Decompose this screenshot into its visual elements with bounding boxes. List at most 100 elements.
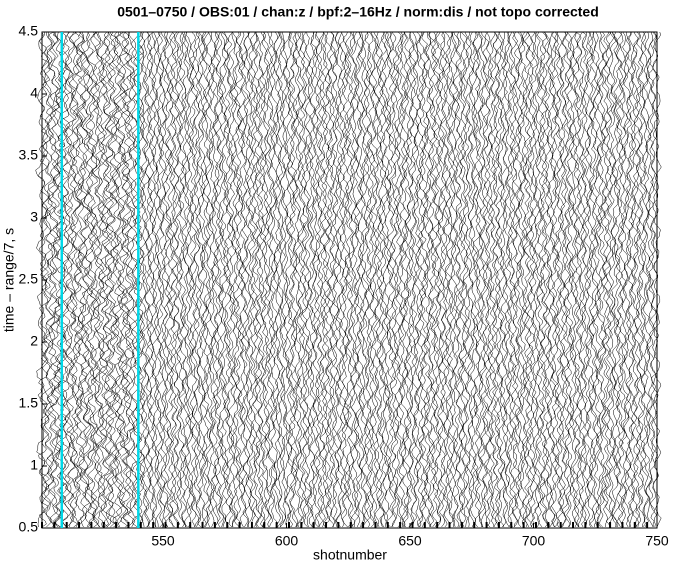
- trace: [462, 31, 472, 528]
- trace: [633, 31, 642, 528]
- x-tick-label: 750: [645, 533, 669, 549]
- trace: [158, 31, 168, 528]
- trace: [109, 31, 123, 528]
- trace: [440, 31, 449, 528]
- trace: [521, 31, 531, 528]
- trace: [138, 31, 148, 528]
- trace: [437, 31, 447, 528]
- trace: [126, 31, 141, 528]
- trace: [284, 31, 294, 528]
- trace: [282, 31, 291, 528]
- trace: [363, 31, 373, 528]
- trace: [267, 31, 277, 528]
- trace: [526, 31, 536, 528]
- trace: [296, 32, 306, 528]
- trace: [47, 31, 61, 528]
- x-axis-label: shotnumber: [313, 547, 387, 563]
- trace: [444, 31, 455, 528]
- trace: [257, 31, 267, 528]
- trace: [112, 31, 126, 528]
- x-tick-label: 650: [398, 533, 422, 549]
- trace: [643, 31, 652, 528]
- y-tick-label: 2: [30, 333, 38, 349]
- trace: [370, 31, 381, 528]
- trace: [351, 31, 360, 527]
- trace: [242, 31, 252, 528]
- trace: [573, 31, 583, 528]
- trace: [415, 31, 425, 528]
- trace: [494, 31, 503, 528]
- trace: [469, 31, 479, 528]
- trace: [504, 31, 514, 528]
- trace: [583, 31, 593, 528]
- trace: [403, 31, 413, 528]
- trace: [625, 31, 635, 528]
- trace: [232, 31, 242, 528]
- trace: [400, 31, 410, 528]
- trace: [77, 31, 91, 528]
- trace: [222, 31, 232, 528]
- trace: [230, 31, 239, 527]
- traces: [35, 31, 662, 528]
- y-tick-label: 2.5: [19, 271, 39, 287]
- y-tick-label: 4: [30, 85, 38, 101]
- trace: [270, 31, 279, 528]
- trace: [578, 32, 588, 528]
- trace: [215, 31, 224, 528]
- trace: [289, 31, 299, 528]
- trace: [489, 31, 499, 528]
- trace: [613, 31, 622, 528]
- trace: [536, 31, 546, 528]
- trace: [561, 32, 571, 528]
- trace: [605, 31, 615, 528]
- trace: [459, 31, 469, 528]
- trace: [568, 31, 578, 528]
- trace: [601, 31, 610, 528]
- x-tick-label: 600: [275, 533, 299, 549]
- trace: [368, 31, 377, 528]
- trace: [381, 31, 390, 528]
- trace: [598, 31, 607, 528]
- x-tick-label: 700: [522, 533, 546, 549]
- trace: [630, 31, 640, 528]
- trace: [435, 31, 445, 528]
- trace: [202, 31, 212, 528]
- trace: [151, 31, 160, 528]
- trace: [272, 31, 281, 528]
- trace: [628, 31, 637, 528]
- trace: [195, 31, 205, 528]
- trace: [99, 31, 114, 528]
- trace: [464, 31, 474, 528]
- trace: [479, 31, 489, 528]
- trace: [225, 31, 235, 528]
- trace: [393, 31, 402, 528]
- trace: [114, 31, 128, 528]
- trace: [264, 31, 274, 528]
- trace: [442, 31, 452, 528]
- trace: [301, 31, 311, 528]
- trace: [274, 31, 283, 528]
- trace: [576, 31, 585, 528]
- trace: [452, 31, 462, 528]
- trace: [346, 31, 356, 528]
- trace: [383, 31, 392, 528]
- trace: [410, 31, 420, 528]
- trace: [492, 31, 501, 528]
- trace: [148, 31, 158, 528]
- trace: [254, 31, 264, 528]
- y-axis-label: time – range/7, s: [1, 228, 17, 332]
- trace: [620, 31, 630, 528]
- trace: [497, 31, 506, 528]
- trace: [250, 31, 259, 528]
- trace: [650, 31, 659, 528]
- trace: [353, 31, 363, 528]
- trace: [247, 31, 257, 528]
- trace: [207, 31, 217, 528]
- trace: [408, 31, 417, 528]
- trace: [358, 31, 368, 528]
- trace: [180, 31, 190, 528]
- trace: [477, 31, 487, 528]
- trace: [42, 31, 57, 528]
- y-tick-label: 3: [30, 209, 38, 225]
